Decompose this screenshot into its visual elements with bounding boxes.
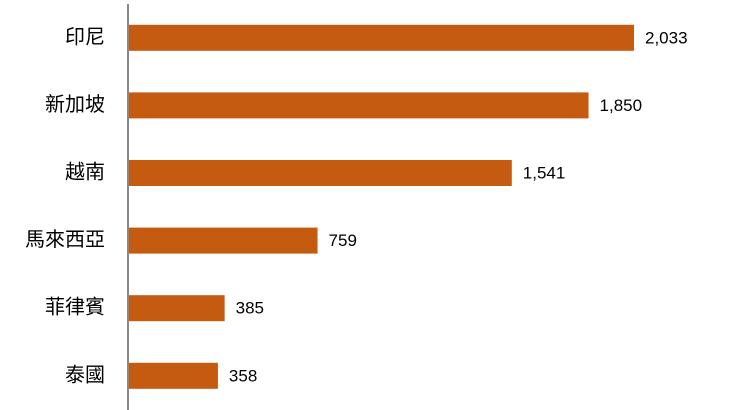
category-label: 菲律賓	[45, 295, 105, 319]
bar	[129, 295, 225, 322]
category-label: 新加坡	[45, 92, 105, 116]
category-label: 馬來西亞	[25, 227, 105, 251]
bar	[129, 92, 589, 119]
value-label: 759	[329, 231, 357, 250]
bar	[129, 160, 512, 186]
value-label: 385	[236, 299, 264, 318]
value-label: 1,541	[523, 163, 566, 182]
category-label: 印尼	[65, 24, 105, 48]
value-label: 2,033	[645, 28, 688, 47]
category-label: 泰國	[65, 362, 105, 386]
bar	[129, 227, 318, 254]
bar	[129, 362, 218, 389]
value-label: 1,850	[600, 96, 643, 115]
bar	[129, 24, 634, 51]
category-label: 越南	[65, 160, 105, 184]
value-label: 358	[229, 366, 257, 385]
